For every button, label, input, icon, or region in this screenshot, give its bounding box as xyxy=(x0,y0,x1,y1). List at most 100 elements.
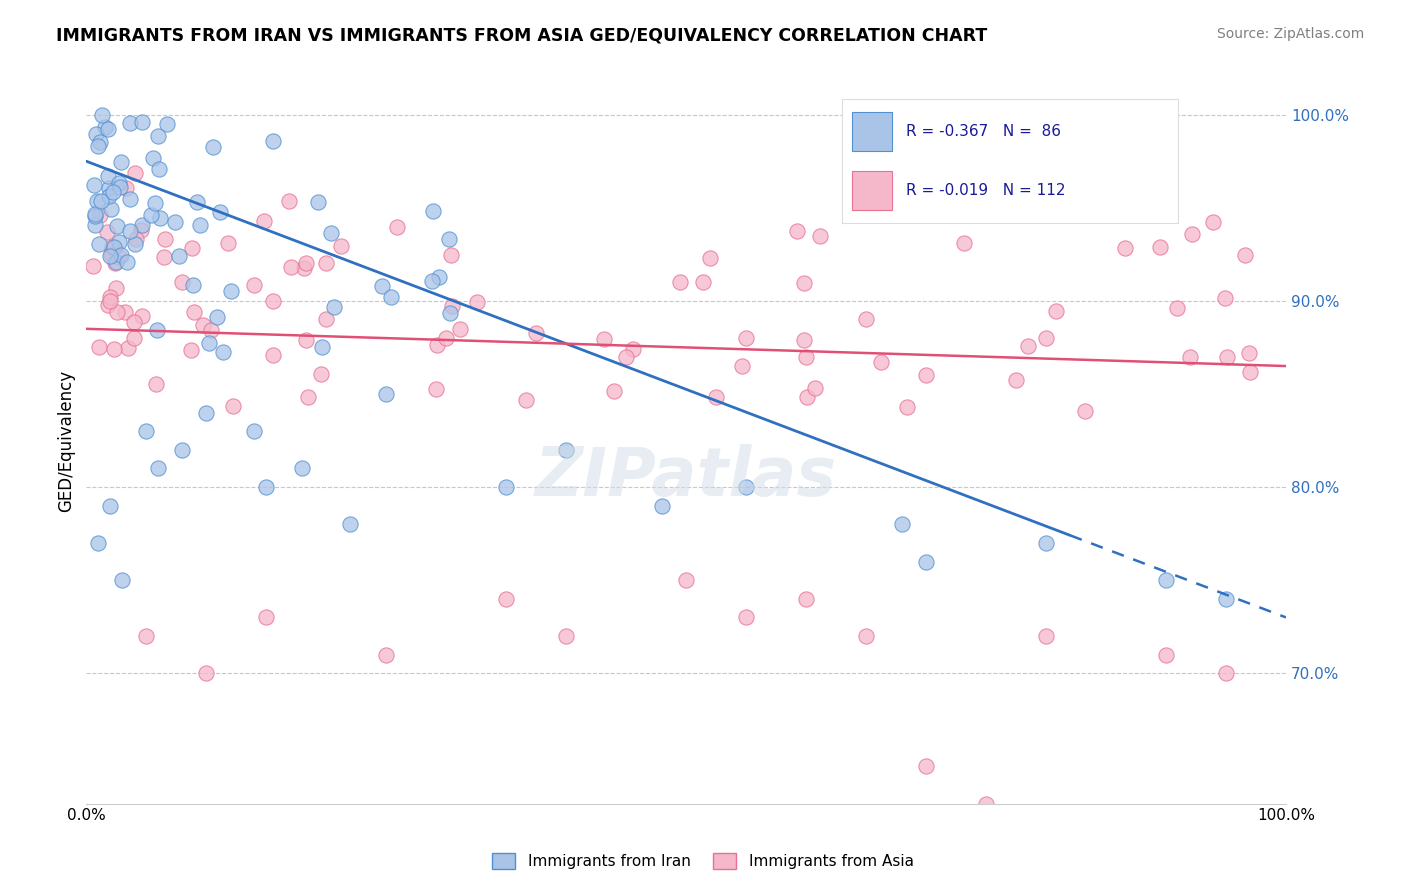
Point xyxy=(321,227,343,241)
Point xyxy=(90,194,112,208)
Point xyxy=(120,115,142,129)
Point xyxy=(86,194,108,208)
Legend: Immigrants from Iran, Immigrants from Asia: Immigrants from Iran, Immigrants from As… xyxy=(486,847,920,875)
Point xyxy=(135,629,157,643)
Point xyxy=(1202,215,1225,229)
Point xyxy=(786,224,808,238)
Point xyxy=(97,122,120,136)
Point xyxy=(89,340,111,354)
Point xyxy=(156,117,179,131)
Point xyxy=(422,204,444,219)
Point xyxy=(1213,291,1236,305)
Point xyxy=(440,247,463,261)
Point xyxy=(593,332,616,346)
Point xyxy=(735,480,758,494)
Point xyxy=(89,237,111,252)
Point xyxy=(808,228,831,243)
Point xyxy=(129,223,152,237)
Point xyxy=(1215,591,1237,606)
Point xyxy=(1166,301,1188,316)
Point xyxy=(555,629,578,643)
Point xyxy=(804,381,827,395)
Point xyxy=(186,195,208,210)
Point xyxy=(148,461,170,475)
Point xyxy=(1239,346,1261,360)
Point xyxy=(375,648,398,662)
Point xyxy=(1035,536,1057,550)
Point xyxy=(440,299,463,313)
Point xyxy=(1035,331,1057,345)
Point xyxy=(108,250,131,264)
Point xyxy=(953,235,976,250)
Point xyxy=(315,256,337,270)
Point xyxy=(211,345,233,359)
Point xyxy=(1114,241,1136,255)
Point xyxy=(794,591,817,606)
Point xyxy=(603,384,626,398)
Point xyxy=(370,278,392,293)
Point xyxy=(311,340,333,354)
Point xyxy=(201,140,224,154)
Point xyxy=(94,120,117,134)
Point xyxy=(105,219,128,233)
Point xyxy=(165,215,187,229)
Point xyxy=(449,321,471,335)
Point xyxy=(915,555,938,569)
Point xyxy=(195,666,218,681)
Point xyxy=(89,208,111,222)
Point xyxy=(1178,350,1201,364)
Point xyxy=(425,382,447,396)
Point xyxy=(1154,648,1177,662)
Point xyxy=(153,232,176,246)
Point xyxy=(465,295,488,310)
Point xyxy=(172,275,194,289)
Point xyxy=(439,306,461,320)
Point xyxy=(262,134,284,148)
Point xyxy=(896,401,918,415)
Point xyxy=(1074,404,1097,418)
Point xyxy=(796,390,818,404)
Point xyxy=(1149,240,1171,254)
Point xyxy=(103,240,125,254)
Point xyxy=(222,399,245,413)
Point xyxy=(200,323,222,337)
Point xyxy=(148,211,170,225)
Point xyxy=(437,232,460,246)
Point xyxy=(219,284,242,298)
Point xyxy=(122,315,145,329)
Point xyxy=(495,480,517,494)
Point xyxy=(195,406,218,420)
Point xyxy=(118,192,141,206)
Point xyxy=(253,214,276,228)
Point xyxy=(97,169,120,183)
Point xyxy=(84,219,107,233)
Point xyxy=(278,194,301,209)
Point xyxy=(98,181,121,195)
Point xyxy=(794,350,817,364)
Text: IMMIGRANTS FROM IRAN VS IMMIGRANTS FROM ASIA GED/EQUIVALENCY CORRELATION CHART: IMMIGRANTS FROM IRAN VS IMMIGRANTS FROM … xyxy=(56,27,987,45)
Point xyxy=(124,331,146,345)
Point xyxy=(209,205,232,219)
Point xyxy=(90,108,112,122)
Point xyxy=(110,180,132,194)
Point xyxy=(1005,373,1028,387)
Point xyxy=(135,424,157,438)
Point xyxy=(84,128,107,142)
Point xyxy=(110,154,132,169)
Point xyxy=(704,391,727,405)
Point xyxy=(311,368,333,382)
Point xyxy=(1239,365,1261,379)
Point xyxy=(793,276,815,290)
Point xyxy=(291,461,314,475)
Point xyxy=(96,225,118,239)
Point xyxy=(193,318,215,332)
Point xyxy=(181,241,204,255)
Point xyxy=(97,189,120,203)
Point xyxy=(699,251,721,265)
Text: ZIPatlas: ZIPatlas xyxy=(536,444,837,510)
Point xyxy=(1045,304,1067,318)
Point xyxy=(675,573,697,587)
Point xyxy=(614,350,637,364)
Point xyxy=(114,304,136,318)
Point xyxy=(855,312,877,326)
